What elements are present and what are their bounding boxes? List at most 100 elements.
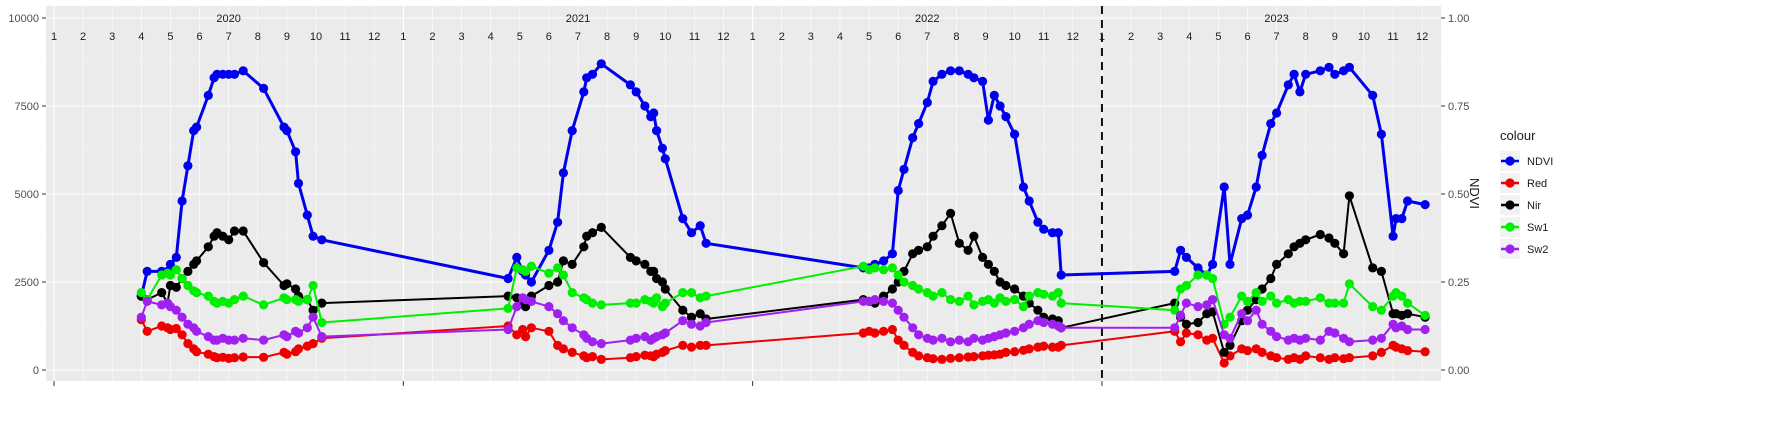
data-point-ndvi bbox=[291, 147, 301, 157]
data-point-ndvi bbox=[922, 97, 932, 108]
data-point-ndvi bbox=[908, 133, 918, 143]
data-point-sw2 bbox=[142, 296, 152, 306]
data-point-red bbox=[512, 330, 522, 340]
data-point-nir bbox=[657, 277, 668, 287]
data-point-nir bbox=[983, 259, 994, 269]
data-point-nir bbox=[887, 284, 898, 294]
month-label: 11 bbox=[1038, 31, 1049, 43]
data-point-sw1 bbox=[1397, 291, 1407, 301]
month-label: 5 bbox=[866, 31, 872, 43]
data-point-ndvi bbox=[171, 252, 181, 262]
month-label: 9 bbox=[982, 31, 988, 43]
data-point-ndvi bbox=[1219, 182, 1229, 192]
data-point-nir bbox=[989, 266, 999, 276]
data-point-nir bbox=[1219, 347, 1229, 357]
data-point-red bbox=[192, 347, 202, 357]
data-point-sw1 bbox=[1242, 296, 1253, 306]
data-point-ndvi bbox=[978, 76, 988, 86]
data-point-red bbox=[946, 353, 956, 363]
data-point-sw1 bbox=[887, 263, 898, 273]
data-point-ndvi bbox=[142, 266, 152, 276]
data-point-sw1 bbox=[1330, 298, 1340, 308]
data-point-sw1 bbox=[1170, 305, 1180, 315]
data-point-nir bbox=[567, 259, 577, 269]
left-tick-label: 10000 bbox=[8, 13, 39, 25]
series-sw2 bbox=[136, 293, 1430, 349]
data-point-ndvi bbox=[989, 90, 999, 100]
data-point-ndvi bbox=[1181, 252, 1191, 262]
data-point-sw1 bbox=[1001, 296, 1011, 306]
data-point-ndvi bbox=[596, 59, 606, 69]
data-point-nir bbox=[1324, 233, 1334, 243]
data-point-ndvi bbox=[1193, 263, 1203, 273]
legend-label: Sw1 bbox=[1527, 222, 1548, 234]
data-point-red bbox=[177, 330, 187, 340]
data-point-ndvi bbox=[1266, 119, 1276, 129]
month-label: 3 bbox=[109, 31, 115, 43]
data-point-nir bbox=[1181, 319, 1191, 329]
data-point-ndvi bbox=[1272, 108, 1282, 118]
data-point-sw1 bbox=[1024, 291, 1034, 301]
right-tick-label: 0.50 bbox=[1448, 189, 1469, 201]
data-point-ndvi bbox=[701, 238, 711, 248]
data-point-ndvi bbox=[259, 83, 269, 93]
data-point-sw2 bbox=[887, 298, 898, 308]
data-point-nir bbox=[678, 305, 688, 315]
data-point-nir bbox=[558, 256, 569, 266]
data-point-red bbox=[521, 332, 531, 342]
data-point-red bbox=[183, 339, 193, 349]
data-point-sw1 bbox=[282, 295, 292, 305]
data-point-sw1 bbox=[596, 300, 606, 310]
data-point-nir bbox=[192, 256, 202, 266]
data-point-red bbox=[928, 354, 938, 364]
data-point-ndvi bbox=[1225, 259, 1235, 269]
data-point-ndvi bbox=[302, 210, 312, 220]
data-point-nir bbox=[157, 288, 167, 298]
data-point-nir bbox=[963, 245, 973, 255]
data-point-red bbox=[229, 353, 240, 363]
data-point-ndvi bbox=[308, 231, 318, 241]
data-point-sw2 bbox=[1176, 310, 1186, 320]
data-point-nir bbox=[1033, 305, 1043, 315]
data-point-ndvi bbox=[558, 168, 569, 178]
data-point-ndvi bbox=[937, 69, 947, 79]
month-label: 9 bbox=[284, 31, 290, 43]
data-point-red bbox=[308, 339, 318, 349]
legend-item-sw2: Sw2 bbox=[1500, 239, 1548, 259]
data-point-sw2 bbox=[701, 317, 711, 328]
data-point-nir bbox=[291, 284, 301, 294]
data-point-sw1 bbox=[893, 270, 903, 280]
data-point-sw1 bbox=[1420, 310, 1430, 320]
data-point-nir bbox=[660, 284, 670, 294]
month-label: 6 bbox=[895, 31, 901, 43]
month-label: 9 bbox=[633, 31, 639, 43]
data-point-red bbox=[518, 324, 528, 335]
month-label: 4 bbox=[837, 31, 843, 43]
data-point-sw2 bbox=[686, 319, 697, 329]
data-point-red bbox=[893, 335, 903, 345]
data-point-red bbox=[526, 323, 537, 333]
data-point-sw2 bbox=[1420, 324, 1430, 335]
legend-label: Sw2 bbox=[1527, 244, 1548, 256]
data-point-red bbox=[1219, 358, 1229, 368]
data-point-sw2 bbox=[937, 333, 947, 343]
data-point-sw1 bbox=[660, 298, 670, 308]
data-point-sw1 bbox=[259, 300, 269, 310]
data-point-nir bbox=[1339, 249, 1349, 259]
data-point-sw2 bbox=[1266, 326, 1276, 336]
data-point-sw2 bbox=[1010, 326, 1020, 336]
month-label: 10 bbox=[659, 31, 671, 43]
data-point-red bbox=[293, 344, 304, 354]
data-point-ndvi bbox=[1368, 90, 1378, 100]
data-point-red bbox=[558, 344, 569, 354]
data-point-sw2 bbox=[1181, 298, 1191, 308]
data-point-nir bbox=[937, 221, 947, 231]
data-point-red bbox=[596, 354, 606, 364]
data-point-red bbox=[678, 340, 688, 350]
data-point-red bbox=[870, 328, 880, 338]
data-point-nir bbox=[1376, 266, 1386, 276]
right-tick-label: 0.00 bbox=[1448, 365, 1469, 377]
data-point-ndvi bbox=[879, 256, 889, 266]
data-point-sw2 bbox=[899, 312, 909, 322]
data-point-sw1 bbox=[1039, 289, 1049, 299]
